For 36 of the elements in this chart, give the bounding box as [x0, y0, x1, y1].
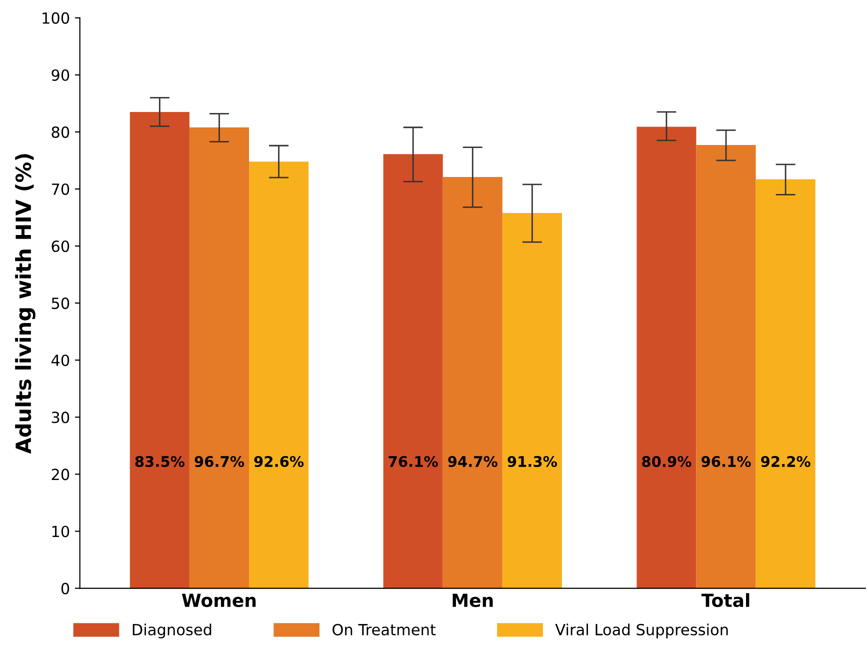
bar	[130, 112, 190, 588]
bar	[189, 127, 249, 588]
legend-label: On Treatment	[332, 624, 436, 636]
bar	[636, 126, 696, 588]
annotation: 92.2%	[761, 456, 810, 468]
x-tick-label: Total	[701, 593, 750, 608]
data-label: 83.5%	[135, 456, 185, 468]
annotation: 91.3%	[508, 456, 558, 468]
bar	[756, 179, 816, 588]
data-label: 80.9%	[642, 456, 692, 468]
y-tick-label: 60	[52, 240, 70, 252]
annotation: 96.1%	[701, 456, 751, 468]
y-tick-label: 30	[52, 412, 70, 424]
x-tick-label: Women	[182, 594, 256, 608]
y-tick-label: 10	[52, 526, 70, 538]
y-tick-label: 90	[52, 69, 70, 81]
bar	[249, 162, 309, 588]
y-tick-label: 0	[61, 582, 70, 594]
legend-label: Viral Load Suppression	[555, 624, 728, 638]
bar	[442, 177, 502, 588]
y-tick-label: 20	[52, 468, 70, 480]
annotation: 92.6%	[254, 456, 304, 468]
x-tick-label: Men	[452, 594, 493, 608]
annotation: 94.7%	[448, 456, 498, 468]
y-tick-label: 50	[52, 298, 70, 310]
bar	[502, 212, 562, 588]
annotation: 96.7%	[194, 456, 244, 468]
y-axis-title: Adults living with HIV (%)	[15, 154, 36, 454]
bar	[696, 145, 756, 588]
y-tick-label: 80	[52, 126, 70, 138]
legend-label: Diagnosed	[132, 624, 212, 638]
bar	[383, 154, 443, 588]
y-tick-label: 70	[52, 183, 70, 195]
y-tick-label: 100	[42, 12, 70, 24]
data-label: 76.1%	[388, 456, 438, 468]
y-tick-label: 40	[51, 354, 70, 366]
